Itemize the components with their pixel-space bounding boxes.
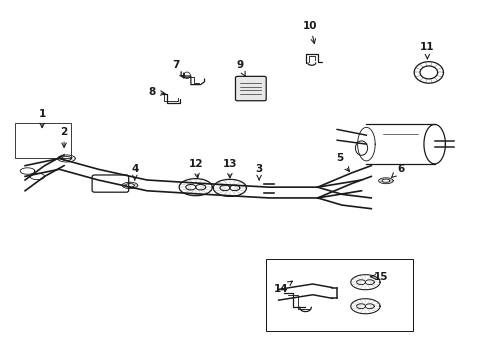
Text: 14: 14 bbox=[273, 281, 292, 294]
Text: 9: 9 bbox=[236, 60, 244, 76]
Text: 2: 2 bbox=[61, 127, 67, 147]
Text: 12: 12 bbox=[188, 159, 203, 178]
Text: 8: 8 bbox=[148, 87, 164, 97]
Text: 11: 11 bbox=[419, 42, 434, 59]
Text: 13: 13 bbox=[222, 159, 237, 178]
Text: 3: 3 bbox=[255, 164, 262, 180]
Bar bbox=[266, 259, 412, 330]
Text: 15: 15 bbox=[370, 272, 387, 282]
Text: 6: 6 bbox=[391, 164, 404, 177]
Text: 1: 1 bbox=[39, 109, 46, 128]
Text: 4: 4 bbox=[131, 164, 138, 180]
Text: 10: 10 bbox=[303, 21, 317, 44]
FancyBboxPatch shape bbox=[235, 76, 265, 101]
Text: 5: 5 bbox=[335, 153, 349, 171]
Bar bbox=[15, 123, 71, 158]
Text: 7: 7 bbox=[172, 60, 183, 78]
